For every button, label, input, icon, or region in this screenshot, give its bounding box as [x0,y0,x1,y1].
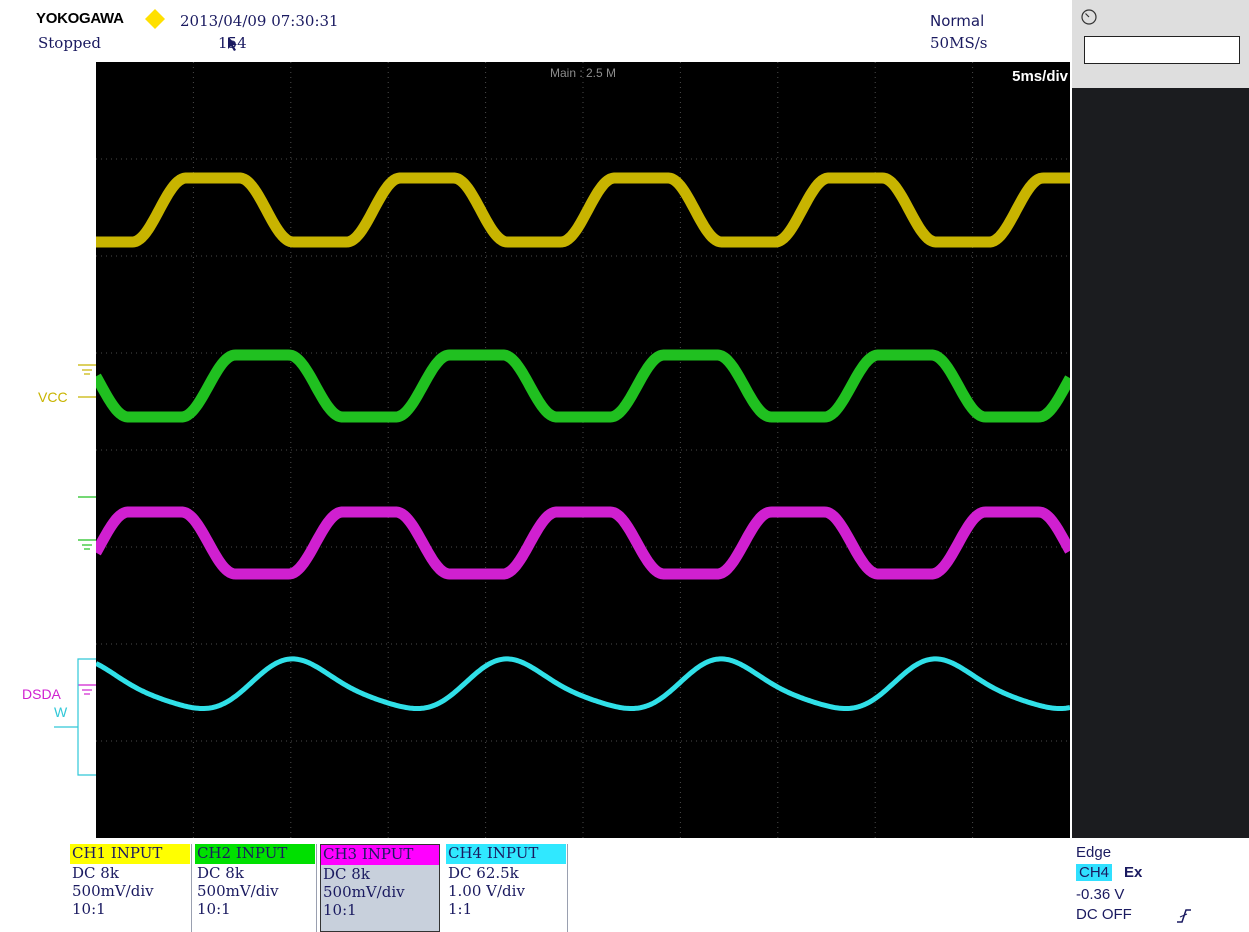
ch4-coupling: DC 62.5k [448,864,519,882]
ch1-scale: 500mV/div [72,882,154,900]
diamond-icon [145,9,165,29]
memory-length-label: Main : 2.5 M [549,66,617,80]
ch3-info-box[interactable]: CH3 INPUT DC 8k 500mV/div 10:1 [320,844,440,932]
ch4-info-box[interactable]: CH4 INPUT DC 62.5k 1.00 V/div 1:1 [446,844,568,932]
ch1-title: CH1 INPUT [70,844,190,864]
edge-slope-icon [1177,909,1191,923]
ch2-probe: 10:1 [197,900,231,918]
ch2-scale: 500mV/div [197,882,279,900]
ch1-probe: 10:1 [72,900,106,918]
cursor-icon [228,37,237,51]
ch4-divider [567,844,568,932]
trigger-source: Ex [1124,864,1143,881]
ch3-coupling: DC 8k [323,865,370,883]
ch4-waveform [96,656,1070,711]
ch1-waveform [96,172,1070,248]
dsda-marker-label: DSDA [22,686,61,702]
ch3-scale: 500mV/div [323,883,405,901]
ch2-waveform [96,349,1070,423]
waveform-grid [96,62,1070,838]
ch3-waveform [96,506,1070,580]
timebase-label: 5ms/div [1012,68,1068,85]
waveform-display[interactable]: Main : 2.5 M 5ms/div [96,62,1070,838]
w-marker-label: W [54,704,68,720]
ch2-coupling: DC 8k [197,864,244,882]
right-panel-input[interactable] [1084,36,1240,64]
ch2-title: CH2 INPUT [195,844,315,864]
trigger-type: Edge [1076,844,1112,861]
vcc-marker-label: VCC [38,389,68,405]
trigger-level: -0.36 V [1076,886,1125,903]
channel-info-bar: CH1 INPUT DC 8k 500mV/div 10:1 CH2 INPUT… [0,838,1072,932]
right-panel-menu-area [1072,88,1249,838]
status-bar: YOKOGAWA 2013/04/09 07:30:31 Stopped 154… [0,0,1072,62]
level-marker-panel: VCC DSDA W [0,62,96,838]
right-panel-header [1072,0,1249,88]
ground-markers [54,364,96,776]
ch1-coupling: DC 8k [72,864,119,882]
trigger-coupling: DC OFF [1076,906,1132,923]
datetime: 2013/04/09 07:30:31 [180,12,339,30]
acquisition-status: Stopped [38,34,102,52]
ch4-probe: 1:1 [448,900,473,918]
ch4-title: CH4 INPUT [446,844,566,864]
clock-icon[interactable] [1080,8,1098,26]
ch2-info-box[interactable]: CH2 INPUT DC 8k 500mV/div 10:1 [195,844,317,932]
ch1-divider [191,844,192,932]
right-panel [1072,0,1249,932]
trigger-mode: Normal [930,12,985,30]
ch1-info-box[interactable]: CH1 INPUT DC 8k 500mV/div 10:1 [70,844,192,932]
ch3-title: CH3 INPUT [321,845,439,865]
ch3-probe: 10:1 [323,901,357,919]
ch2-divider [316,844,317,932]
brand-logo: YOKOGAWA [36,10,124,27]
trigger-channel-badge: CH4 [1076,864,1113,881]
sample-rate: 50MS/s [930,34,988,52]
ch4-scale: 1.00 V/div [448,882,525,900]
trigger-info[interactable]: Edge CH4 Ex -0.36 V DC OFF [1076,840,1246,932]
